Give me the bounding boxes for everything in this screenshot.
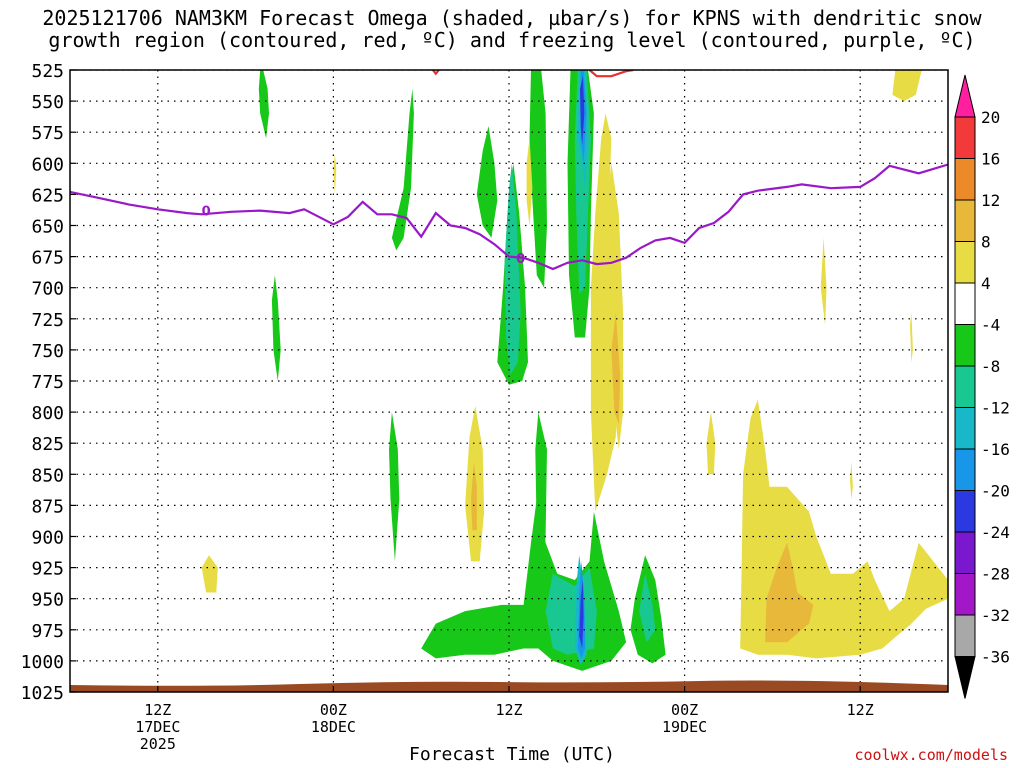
omega-region-8	[765, 542, 814, 643]
omega-region-neg8	[504, 163, 521, 375]
colorbar-label-neg20: -20	[981, 482, 1010, 501]
x-tick-label: 00Z	[320, 701, 347, 719]
colorbar-band	[954, 448, 976, 491]
omega-region-4	[850, 461, 853, 500]
y-tick-label-850: 850	[31, 465, 64, 486]
colorbar-band	[954, 116, 976, 159]
y-tick-label-625: 625	[31, 185, 64, 206]
x-tick-label: 12Z	[144, 701, 171, 719]
freezing-level-label: 0	[202, 205, 211, 220]
omega-region-4	[910, 312, 913, 363]
colorbar-label-neg12: -12	[981, 399, 1010, 418]
colorbar-band	[954, 490, 976, 533]
x-tick-label: 12Z	[495, 701, 522, 719]
omega-region-4	[333, 153, 337, 195]
x-tick-label: 12Z	[847, 701, 874, 719]
colorbar-label-neg36: -36	[981, 648, 1010, 667]
watermark: coolwx.com/models	[854, 746, 1008, 764]
colorbar-band	[954, 199, 976, 242]
colorbar-label-8: 8	[981, 233, 991, 252]
omega-region-4	[892, 70, 922, 102]
chart-title-line1: 2025121706 NAM3KM Forecast Omega (shaded…	[42, 6, 982, 30]
colorbar-label-16: 16	[981, 150, 1000, 169]
omega-region-neg20	[579, 580, 584, 649]
x-tick-label: 19DEC	[662, 718, 707, 736]
omega-region-neg4	[529, 70, 547, 288]
colorbar-label-neg16: -16	[981, 440, 1010, 459]
y-tick-label-725: 725	[31, 310, 64, 331]
y-tick-label-675: 675	[31, 248, 64, 269]
y-tick-label-775: 775	[31, 372, 64, 393]
omega-region-4	[706, 412, 716, 475]
colorbar-band	[954, 158, 976, 201]
colorbar-label-12: 12	[981, 191, 1000, 210]
omega-region-neg4	[476, 126, 498, 238]
colorbar-label-neg32: -32	[981, 606, 1010, 625]
colorbar-band	[954, 365, 976, 408]
y-tick-label-650: 650	[31, 217, 64, 238]
x-tick-label: 00Z	[671, 701, 698, 719]
y-tick-label-925: 925	[31, 559, 64, 580]
y-tick-label-800: 800	[31, 403, 64, 424]
y-tick-label-975: 975	[31, 621, 64, 642]
omega-region-neg4	[391, 88, 414, 251]
omega-region-8	[611, 312, 621, 425]
omega-region-neg4	[389, 412, 400, 562]
y-tick-label-700: 700	[31, 279, 64, 300]
freezing-level-label: 0	[516, 252, 525, 267]
colorbar-label-neg8: -8	[981, 357, 1000, 376]
colorbar-band-bottom-triangle	[954, 656, 976, 699]
colorbar-label-20: 20	[981, 108, 1000, 127]
dgz-contour	[588, 70, 634, 78]
omega-region-4	[201, 555, 218, 593]
colorbar-label-4: 4	[981, 274, 991, 293]
y-tick-label-600: 600	[31, 154, 64, 175]
y-tick-label-525: 525	[31, 61, 64, 82]
omega-region-neg20	[580, 76, 585, 145]
y-tick-label-900: 900	[31, 528, 64, 549]
y-tick-label-825: 825	[31, 434, 64, 455]
x-tick-label: 17DEC	[135, 718, 180, 736]
y-tick-label-875: 875	[31, 496, 64, 517]
colorbar-band-top-triangle	[954, 74, 976, 118]
omega-region-4	[526, 138, 533, 226]
y-tick-label-550: 550	[31, 92, 64, 113]
colorbar-band	[954, 241, 976, 284]
chart-title-line2: growth region (contoured, red, ºC) and f…	[48, 28, 976, 52]
freezing-level-line	[70, 163, 948, 271]
y-tick-label-750: 750	[31, 341, 64, 362]
omega-region-neg8	[639, 573, 656, 643]
omega-region-neg4	[271, 275, 281, 381]
plot-content: 00	[70, 70, 948, 692]
colorbar-band	[954, 407, 976, 450]
colorbar-band	[954, 531, 976, 574]
dgz-contour	[432, 70, 440, 76]
x-axis-label: Forecast Time (UTC)	[409, 744, 615, 765]
colorbar-band	[954, 573, 976, 616]
x-tick-label: 2025	[140, 735, 176, 753]
colorbar-band	[954, 614, 976, 657]
omega-region-neg4	[258, 70, 269, 139]
omega-region-4	[599, 138, 609, 214]
colorbar-label-neg28: -28	[981, 565, 1010, 584]
y-tick-label-1025: 1025	[21, 683, 64, 704]
colorbar-band	[954, 282, 976, 325]
y-tick-label-950: 950	[31, 590, 64, 611]
colorbar-label-neg24: -24	[981, 523, 1010, 542]
x-tick-label: 18DEC	[311, 718, 356, 736]
y-tick-label-1000: 1000	[21, 652, 64, 673]
omega-region-8	[471, 461, 477, 531]
colorbar-label-neg4: -4	[981, 316, 1000, 335]
omega-region-4	[820, 237, 827, 325]
y-tick-label-575: 575	[31, 123, 64, 144]
colorbar-band	[954, 324, 976, 367]
